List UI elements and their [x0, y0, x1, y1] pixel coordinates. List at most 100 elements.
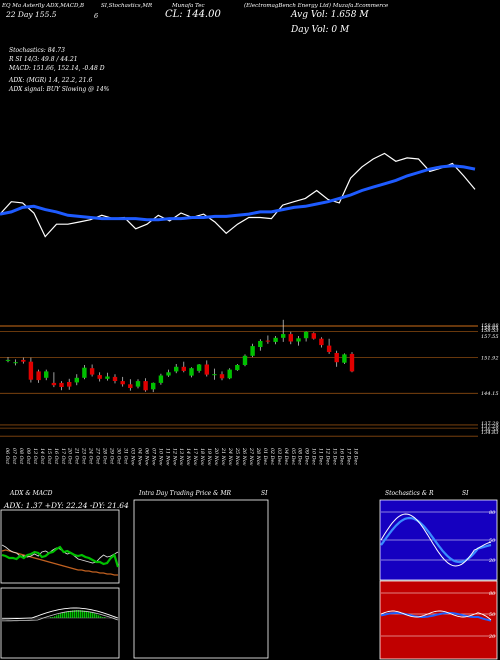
candle-body [281, 334, 286, 338]
date-label: 06 Oct [4, 448, 10, 464]
price-label: 151.92 [481, 356, 499, 362]
minus-di-line [1, 545, 120, 568]
rsi-line [380, 610, 492, 621]
date-label: 21 Nov [220, 447, 226, 466]
macd-histogram-bar [56, 615, 58, 618]
candle-body [135, 381, 141, 387]
macd-histogram-bar [94, 613, 96, 618]
macd-histogram-bar [68, 611, 70, 618]
macd-histogram-bar [52, 617, 54, 618]
date-label: 24 Oct [88, 447, 94, 464]
date-label: 28 Nov [255, 447, 261, 466]
stoch-d-line [380, 516, 492, 564]
date-label: 07 Nov [150, 448, 156, 466]
candle-body [219, 374, 225, 379]
price-label: 157.55 [481, 334, 499, 340]
date-label: 25 Nov [234, 447, 240, 466]
date-label: 17 Dec [346, 448, 352, 465]
date-label: 16 Dec [339, 448, 345, 465]
price-line [0, 152, 476, 238]
price-ma-line-chart [0, 152, 476, 238]
candle-body [143, 381, 148, 391]
candle-body [21, 359, 26, 362]
date-label: 11 Dec [318, 448, 324, 465]
header-line1-far-right: (ElectromagBench Energy Ltd) Muzafa.Ecom… [244, 3, 389, 9]
date-label: 01 Dec [262, 448, 268, 465]
macd-histogram-bar [82, 610, 84, 618]
price-label: 144.15 [481, 391, 499, 397]
date-label: 13 Nov [178, 448, 184, 466]
rsi-tick-label: 50 [489, 612, 496, 618]
macd-histogram-bar [64, 612, 66, 618]
avg-vol: Avg Vol: 1.658 M [291, 10, 369, 20]
candle-body [89, 368, 95, 375]
macd-histogram-bar [88, 611, 90, 618]
candle-body [112, 376, 118, 381]
date-label: 29 Oct [109, 447, 115, 464]
date-label: 30 Oct [116, 448, 122, 464]
date-label: 04 Dec [283, 448, 289, 465]
date-label: 17 Nov [192, 448, 198, 466]
day-vol: Day Vol: 0 M [291, 25, 350, 35]
candle-body [28, 361, 34, 380]
candle-body [235, 365, 240, 371]
date-label: 15 Dec [332, 448, 338, 465]
macd-histogram-bar [54, 616, 56, 618]
change-num: 6 [94, 12, 99, 20]
adx-panel-title: ADX & MACD [10, 490, 53, 497]
adx-signal-readout: ADX signal: BUY Slowing @ 14% [9, 86, 110, 93]
macd-histogram-bar [90, 612, 92, 618]
candle-body [342, 354, 347, 363]
date-label: 20 Nov [213, 447, 219, 466]
price-label: 158.88 [481, 323, 499, 329]
candle-body [319, 338, 324, 346]
date-label: 07 Oct [11, 448, 17, 464]
date-label: 03 Dec [276, 448, 282, 465]
macd-readout: MACD: 151.66, 152.14, -0.48 D [9, 65, 105, 72]
close-label: CL: 144.00 [165, 9, 221, 20]
macd-histogram-bar [78, 610, 80, 618]
rsi-readout: R SI 14/3: 49.8 / 44.21 [9, 56, 78, 63]
date-label: 09 Dec [304, 448, 310, 465]
rsi-panel-frame [379, 580, 498, 660]
macd-histogram-bar [60, 613, 62, 618]
candle-body [212, 374, 217, 376]
candle-body [151, 382, 156, 390]
candle-body [265, 340, 271, 342]
date-label: 12 Nov [171, 448, 177, 466]
candle-body [334, 353, 339, 363]
candle-body [97, 375, 102, 379]
date-label: 10 Dec [311, 448, 317, 465]
candle-body [74, 377, 79, 383]
date-label: 24 Nov [227, 447, 233, 466]
intraday-panel-title: Intra Day Trading Price & MR [139, 490, 232, 497]
stoch-k-line [380, 513, 492, 567]
candle-body [311, 333, 316, 339]
date-label: 10 Nov [157, 448, 163, 466]
stoch-tick-label: 20 [488, 558, 496, 564]
macd-histogram-bar [92, 612, 94, 618]
price-label: 137.29 [481, 424, 499, 430]
date-label: 27 Nov [248, 447, 254, 466]
stochastics-readout: Stochastics: 84.73 [9, 47, 65, 54]
date-label: 18 Nov [199, 448, 205, 466]
header-line1-left: EQ Ma Asterlly ADX,MACD,B [2, 3, 85, 9]
stoch-panel-title-tail: SI [462, 490, 469, 497]
adx-readout: ADX: (MGR) 1.4, 22.2, 21.6 [9, 77, 93, 84]
date-label: 02 Dec [269, 448, 275, 465]
macd-histogram-bar [70, 610, 72, 618]
date-label: 23 Oct [81, 447, 87, 464]
macd-signal-line [2, 610, 119, 622]
candle-body [5, 359, 11, 361]
price-label: 136.58 [481, 427, 499, 433]
candle-body [59, 382, 64, 387]
date-label: 16 Oct [53, 448, 59, 464]
candle-body [250, 346, 255, 356]
date-label: 14 Oct [39, 448, 45, 464]
date-label: 08 Oct [18, 448, 24, 464]
candle-body [120, 381, 125, 385]
date-label: 17 Oct [60, 448, 66, 464]
date-label: 15 Oct [46, 448, 52, 464]
